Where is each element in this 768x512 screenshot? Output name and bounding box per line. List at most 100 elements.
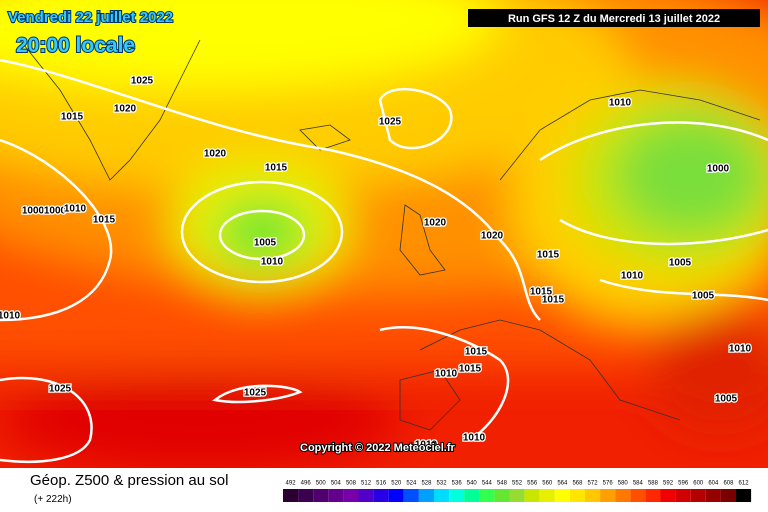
scale-label: 588	[648, 481, 659, 487]
scale-label: 524	[406, 481, 417, 487]
scale-swatch	[720, 489, 736, 502]
color-scale: 492 496 500 504 508 512 516 520 524 528 532 536 540 5…	[283, 481, 752, 502]
scale-swatch	[403, 489, 419, 502]
geopotential-field	[0, 0, 768, 470]
scale-swatch	[645, 489, 661, 502]
run-banner	[468, 9, 760, 27]
scale-swatch	[539, 489, 555, 502]
scale-swatch	[569, 489, 585, 502]
scale-swatch	[434, 489, 450, 502]
scale-label: 532	[437, 481, 448, 487]
scale-swatch	[690, 489, 706, 502]
isobar-label: 1010	[64, 204, 87, 215]
scale-swatch	[283, 489, 299, 502]
legend-title: Géop. Z500 & pression au sol	[30, 472, 228, 489]
isobar-label: 1025	[131, 76, 154, 87]
isobar-label: 1020	[424, 218, 447, 229]
isobar-label: 1010	[463, 433, 486, 444]
scale-label: 492	[286, 481, 297, 487]
scale-swatch	[615, 489, 631, 502]
isobar-label: 1015	[93, 215, 116, 226]
isobar-label: 1010	[435, 369, 458, 380]
scale-swatch	[736, 489, 752, 502]
scale-label: 540	[467, 481, 478, 487]
scale-label: 604	[708, 481, 719, 487]
scale-label: 548	[497, 481, 508, 487]
isobar-label: 1010	[729, 344, 752, 355]
isobars	[0, 58, 768, 464]
isobar-label: 1005	[692, 291, 715, 302]
scale-swatch	[509, 489, 525, 502]
scale-label: 612	[739, 481, 750, 487]
scale-label: 504	[331, 481, 342, 487]
isobar-label: 1020	[204, 149, 227, 160]
isobar-label: 1005	[715, 394, 738, 405]
isobar-label: 1015	[465, 347, 488, 358]
scale-swatch	[554, 489, 570, 502]
scale-swatch	[418, 489, 434, 502]
isobar-label: 1025	[49, 384, 72, 395]
forecast-time: 20:00 locale	[16, 34, 135, 57]
scale-label: 556	[527, 481, 538, 487]
isobar-label: 1015	[459, 364, 482, 375]
scale-label: 508	[346, 481, 357, 487]
scale-label: 512	[361, 481, 372, 487]
run-info: Run GFS 12 Z du Mercredi 13 juillet 2022	[508, 13, 720, 25]
isobar-label: 1000	[707, 164, 730, 175]
scale-swatch	[660, 489, 676, 502]
scale-label: 584	[633, 481, 644, 487]
isobar-label: 1010	[415, 440, 438, 451]
scale-swatch	[675, 489, 691, 502]
scale-swatch	[464, 489, 480, 502]
scale-swatch	[524, 489, 540, 502]
scale-swatch	[630, 489, 646, 502]
scale-label: 560	[542, 481, 553, 487]
scale-swatch	[600, 489, 616, 502]
scale-swatch	[358, 489, 374, 502]
isobar-label: 1015	[530, 287, 553, 298]
scale-swatch	[373, 489, 389, 502]
scale-swatch	[494, 489, 510, 502]
isobar-label: 1025	[244, 388, 267, 399]
isobar-label: 1005	[254, 238, 277, 249]
isobar-label: 1010	[621, 271, 644, 282]
isobar-label: 1020	[481, 231, 504, 242]
scale-label: 500	[316, 481, 327, 487]
isobar-label: 1000	[44, 206, 67, 217]
isobar-label: 1010	[261, 257, 284, 268]
scale-swatch	[313, 489, 329, 502]
forecast-date: Vendredi 22 juillet 2022	[8, 9, 173, 26]
scale-label: 496	[301, 481, 312, 487]
lead-time: (+ 222h)	[34, 494, 72, 505]
scale-label: 576	[603, 481, 614, 487]
isobar-label: 1015	[61, 112, 84, 123]
isobar-label: 1005	[669, 258, 692, 269]
isobar-label: 1010	[609, 98, 632, 109]
scale-label: 596	[678, 481, 689, 487]
scale-label: 608	[723, 481, 734, 487]
scale-swatch	[328, 489, 344, 502]
scale-swatch	[343, 489, 359, 502]
scale-swatch	[479, 489, 495, 502]
scale-label: 568	[572, 481, 583, 487]
copyright: Copyright © 2022 Meteociel.fr	[300, 442, 456, 454]
scale-label: 552	[512, 481, 523, 487]
scale-swatch	[388, 489, 404, 502]
coastlines	[19, 39, 761, 431]
scale-label: 592	[663, 481, 674, 487]
isobar-label: 1020	[114, 104, 137, 115]
scale-swatch	[298, 489, 314, 502]
scale-label: 564	[557, 481, 568, 487]
scale-swatch	[705, 489, 721, 502]
scale-label: 516	[376, 481, 387, 487]
scale-swatch	[449, 489, 465, 502]
scale-label: 544	[482, 481, 493, 487]
scale-label: 520	[391, 481, 402, 487]
isobar-label: 1015	[542, 295, 565, 306]
scale-label: 600	[693, 481, 704, 487]
isobar-label: 1015	[537, 250, 560, 261]
scale-label: 536	[452, 481, 463, 487]
isobar-label: 1000	[22, 206, 45, 217]
